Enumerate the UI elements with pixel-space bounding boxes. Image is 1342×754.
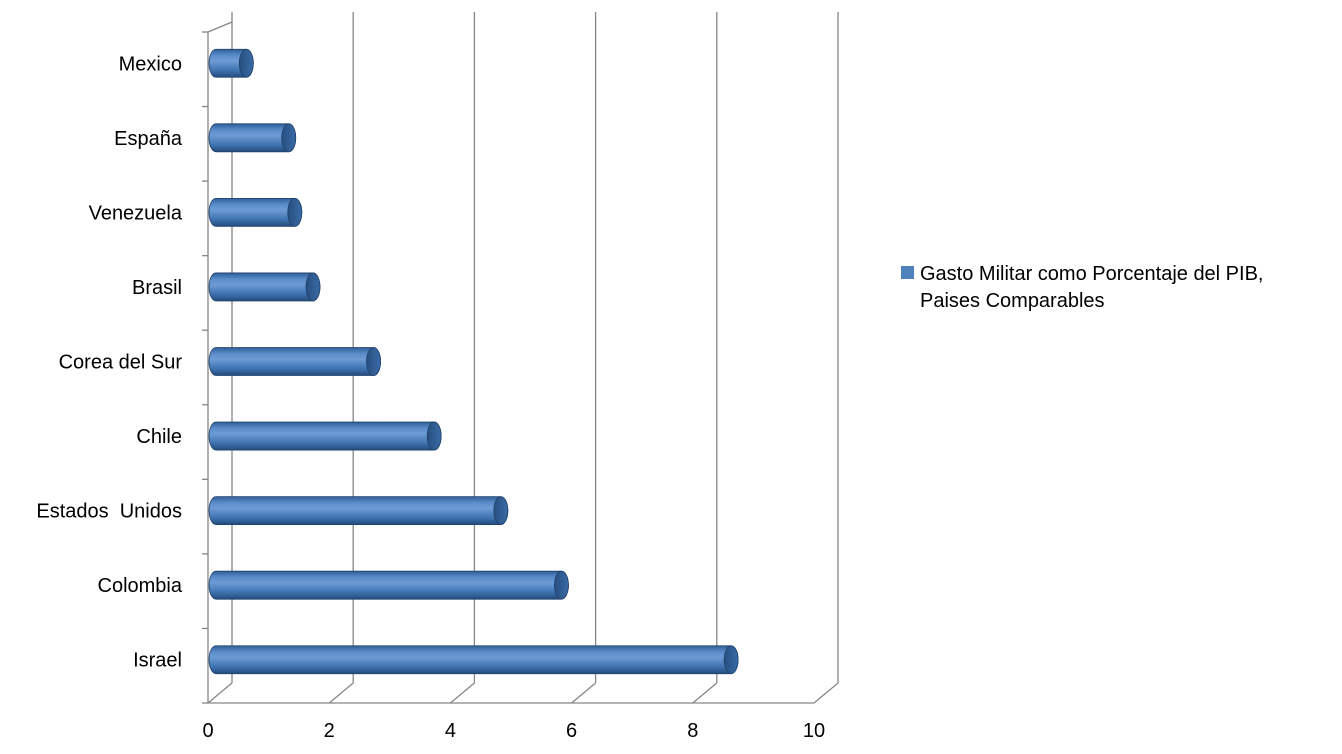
bars [208, 48, 739, 675]
category-label: Estados Unidos [36, 501, 182, 523]
bar-end-cap [366, 347, 381, 376]
axes [202, 21, 814, 704]
bar [208, 421, 442, 451]
category-label: Brasil [132, 277, 182, 299]
labels: 0 2 4 6 8 10 Mexico España Venezuela Brasil Corea … [36, 53, 825, 742]
bar [208, 645, 739, 675]
bar-end-cap [554, 570, 569, 600]
bar-end-cap [493, 496, 509, 526]
bar-end-cap [238, 48, 254, 78]
floor-gridline [207, 682, 233, 704]
floor-gridline [571, 682, 597, 704]
floor-gridline [449, 682, 475, 704]
floor-gridline [328, 682, 354, 704]
bar-end-cap [281, 123, 297, 153]
bar [208, 272, 321, 302]
category-label: Colombia [98, 575, 183, 597]
bar-end-cap [305, 272, 321, 302]
floor-gridline [813, 682, 839, 704]
legend-label: Gasto Militar como Porcentaje del PIB, [920, 263, 1263, 285]
bar-end-cap [287, 197, 303, 227]
x-tick-label: 6 [566, 720, 577, 742]
bar [208, 347, 381, 376]
x-tick-label: 10 [803, 720, 825, 742]
y-axis-top-edge [207, 21, 233, 33]
floor-gridline [692, 682, 718, 704]
bar [208, 570, 569, 600]
category-label: Israel [133, 650, 182, 672]
category-label: España [114, 128, 183, 150]
gridlines [207, 12, 839, 704]
x-tick-label: 8 [687, 720, 698, 742]
category-label: Mexico [119, 53, 182, 75]
x-tick-label: 0 [202, 720, 213, 742]
legend: Gasto Militar como Porcentaje del PIB, Pa… [901, 263, 1263, 312]
legend-label: Paises Comparables [920, 290, 1105, 312]
x-tick-label: 2 [324, 720, 335, 742]
bar-end-cap [723, 645, 739, 675]
legend-swatch [901, 266, 914, 279]
bar-end-cap [426, 421, 442, 451]
bar [208, 496, 509, 526]
category-label: Venezuela [89, 202, 183, 224]
category-label: Chile [136, 426, 182, 448]
category-label: Corea del Sur [59, 352, 183, 374]
x-tick-label: 4 [445, 720, 456, 742]
